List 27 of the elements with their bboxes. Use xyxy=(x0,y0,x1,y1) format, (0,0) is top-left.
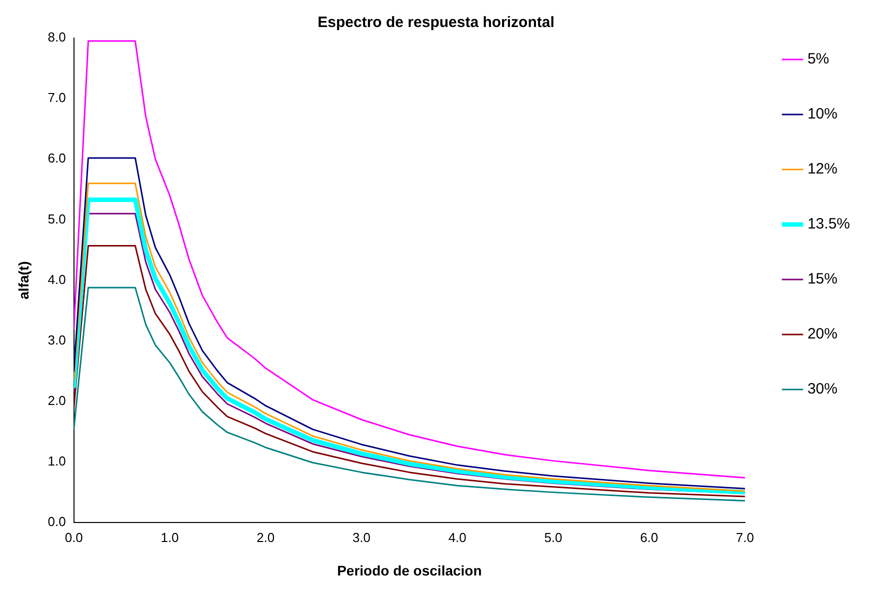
y-tick-label: 6.0 xyxy=(48,150,66,166)
x-axis-title: Periodo de oscilacion xyxy=(337,562,482,578)
legend-label: 15% xyxy=(807,270,838,288)
x-tick-label: 6.0 xyxy=(640,530,658,545)
y-tick-label: 1.0 xyxy=(48,454,66,469)
x-tick-label: 7.0 xyxy=(736,530,754,545)
legend-label: 12% xyxy=(807,160,838,178)
y-tick-label: 2.0 xyxy=(48,393,66,408)
legend-label: 20% xyxy=(807,326,838,343)
y-tick-label: 7.0 xyxy=(48,90,66,106)
x-tick-label: 2.0 xyxy=(256,530,275,545)
x-tick-label: 4.0 xyxy=(448,530,466,545)
y-axis-title: alfa(t) xyxy=(15,261,32,300)
legend-label: 13.5% xyxy=(807,216,850,233)
legend-label: 30% xyxy=(807,380,838,398)
y-tick-label: 3.0 xyxy=(48,332,66,348)
x-tick-label: 1.0 xyxy=(160,530,179,545)
x-tick-label: 3.0 xyxy=(352,530,371,545)
chart-title: Espectro de respuesta horizontal xyxy=(318,14,554,32)
y-tick-label: 4.0 xyxy=(48,272,66,287)
x-tick-label: 5.0 xyxy=(544,530,562,545)
y-tick-label: 5.0 xyxy=(48,211,66,226)
legend-label: 10% xyxy=(807,106,838,123)
x-tick-label: 0.0 xyxy=(64,530,83,545)
legend-label: 5% xyxy=(807,50,830,68)
y-tick-label: 0.0 xyxy=(48,514,66,530)
y-tick-label: 8.0 xyxy=(48,30,66,45)
